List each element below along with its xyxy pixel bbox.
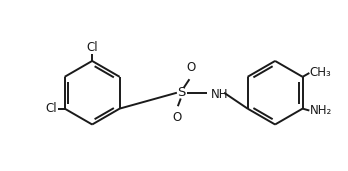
Text: O: O — [187, 61, 196, 74]
Text: CH₃: CH₃ — [310, 67, 332, 80]
Text: NH: NH — [211, 88, 228, 101]
Text: Cl: Cl — [86, 41, 98, 54]
Text: O: O — [172, 111, 182, 124]
Text: S: S — [177, 86, 186, 99]
Text: NH₂: NH₂ — [310, 104, 332, 117]
Text: Cl: Cl — [46, 102, 57, 115]
